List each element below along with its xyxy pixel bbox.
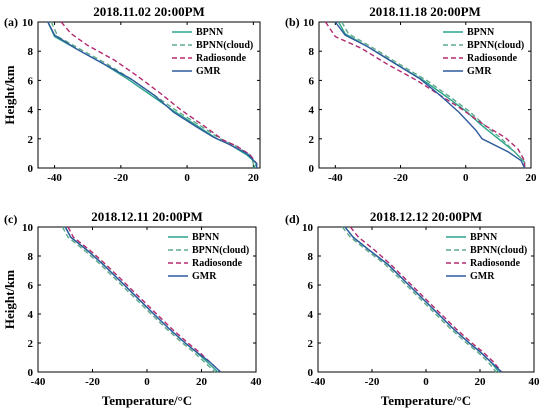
legend-entry-label: BPNN(cloud) (196, 40, 253, 51)
legend-entry-label: BPNN(cloud) (470, 245, 527, 256)
x-tick-label: -20 (365, 376, 380, 388)
y-tick-label: 4 (28, 105, 34, 117)
y-tick-label: 8 (308, 251, 314, 263)
legend-entry-label: BPNN (196, 27, 224, 38)
legend-entry-label: BPNN (467, 27, 495, 38)
panel-4: -40 -20 0 20 40 0 2 4 6 8 10 BPNN BPNN(cloud) Radioso… (285, 209, 540, 408)
x-tick-label: 0 (184, 172, 190, 184)
x-tick-label: -20 (393, 172, 408, 184)
x-tick-label: -20 (113, 172, 128, 184)
panel-tag: (b) (285, 15, 300, 29)
y-tick-label: 10 (302, 222, 314, 234)
x-tick-label: -40 (311, 376, 326, 388)
y-tick-label: 4 (309, 105, 315, 117)
legend: BPNN BPNN(cloud) Radiosonde GMR (172, 27, 253, 77)
y-tick-label: 8 (309, 46, 315, 58)
plot-frame (37, 21, 261, 169)
y-tick-label: 0 (28, 367, 34, 379)
legend-entry-label: BPNN(cloud) (192, 245, 249, 256)
legend-entry-label: BPNN (192, 232, 220, 243)
x-tick-label: 0 (144, 376, 150, 388)
panel-2: -40 -20 0 20 0 2 4 6 8 10 BPNN BPNN(cloud) Radiosond… (285, 4, 537, 184)
y-tick-label: 0 (308, 367, 314, 379)
y-tick-label: 2 (309, 134, 315, 146)
panel-title: 2018.12.12 20:00PM (370, 209, 482, 224)
y-tick-label: 8 (28, 251, 34, 263)
legend: BPNN BPNN(cloud) Radiosonde GMR (168, 232, 249, 282)
panel-title: 2018.11.18 20:00PM (369, 4, 481, 19)
legend-entry-label: Radiosonde (196, 53, 247, 64)
y-tick-label: 4 (308, 309, 314, 321)
x-tick-label: -40 (47, 172, 62, 184)
y-axis-label: Height/km (2, 65, 17, 124)
series-line-gmr (64, 226, 222, 373)
series-line-bpnn-cloud- (341, 226, 497, 373)
series-line-bpnn-cloud- (61, 226, 216, 373)
x-tick-label: -40 (31, 376, 46, 388)
y-tick-label: 0 (309, 163, 315, 175)
panel-tag: (d) (285, 212, 300, 226)
x-tick-label: 0 (423, 376, 429, 388)
x-tick-label: 20 (475, 376, 487, 388)
panel-tag: (a) (4, 15, 18, 29)
legend-entry-label: GMR (470, 271, 495, 282)
x-axis-label: Temperature/°C (381, 393, 471, 408)
x-tick-label: 40 (529, 376, 541, 388)
y-tick-label: 2 (28, 338, 34, 350)
series-line-gmr (334, 21, 526, 169)
legend-entry-label: GMR (467, 66, 492, 77)
series-line-radiosonde (67, 226, 222, 373)
plot-frame (318, 21, 532, 169)
x-tick-label: 0 (463, 172, 469, 184)
panel-title: 2018.12.11 20:00PM (91, 209, 203, 224)
panel-tag: (c) (4, 212, 17, 226)
y-tick-label: 2 (308, 338, 314, 350)
legend-entry-label: BPNN (470, 232, 498, 243)
series-line-bpnn-cloud- (341, 21, 526, 168)
series-line-radiosonde (349, 226, 503, 373)
x-tick-label: -40 (328, 172, 343, 184)
y-axis-label: Height/km (2, 270, 17, 329)
y-tick-label: 6 (28, 280, 34, 292)
y-tick-label: 6 (308, 280, 314, 292)
series-line-radiosonde (60, 21, 258, 168)
legend-entry-label: GMR (196, 66, 221, 77)
panel-3: -40 -20 0 20 40 0 2 4 6 8 10 BPNN BPNN(cloud) Radioso… (2, 209, 262, 408)
series-line-radiosonde (324, 21, 526, 168)
x-tick-label: 20 (196, 376, 208, 388)
panel-1: -40 -20 0 20 0 2 4 6 8 10 BPNN BPNN(cloud) Radiosond… (2, 4, 261, 184)
legend: BPNN BPNN(cloud) Radiosonde GMR (443, 27, 524, 77)
x-tick-label: 20 (248, 172, 260, 184)
legend-entry-label: Radiosonde (467, 53, 518, 64)
legend-entry-label: Radiosonde (470, 258, 521, 269)
y-tick-label: 10 (22, 17, 34, 29)
legend-entry-label: Radiosonde (192, 258, 243, 269)
y-tick-label: 2 (28, 134, 34, 146)
legend-entry-label: GMR (192, 271, 217, 282)
y-tick-label: 4 (28, 309, 34, 321)
legend-entry-label: BPNN(cloud) (467, 40, 524, 51)
panel-title: 2018.11.02 20:00PM (93, 4, 205, 19)
legend: BPNN BPNN(cloud) Radiosonde GMR (446, 232, 527, 282)
x-axis-label: Temperature/°C (102, 393, 192, 408)
y-tick-label: 0 (28, 163, 34, 175)
x-tick-label: 40 (251, 376, 263, 388)
y-tick-label: 10 (22, 222, 34, 234)
x-tick-label: -20 (85, 376, 100, 388)
y-tick-label: 8 (28, 46, 34, 58)
y-tick-label: 10 (303, 17, 315, 29)
y-tick-label: 6 (28, 75, 34, 87)
series-line-gmr (344, 226, 503, 373)
y-tick-label: 6 (309, 75, 315, 87)
series-line-gmr (47, 21, 258, 168)
x-tick-label: 20 (526, 172, 538, 184)
